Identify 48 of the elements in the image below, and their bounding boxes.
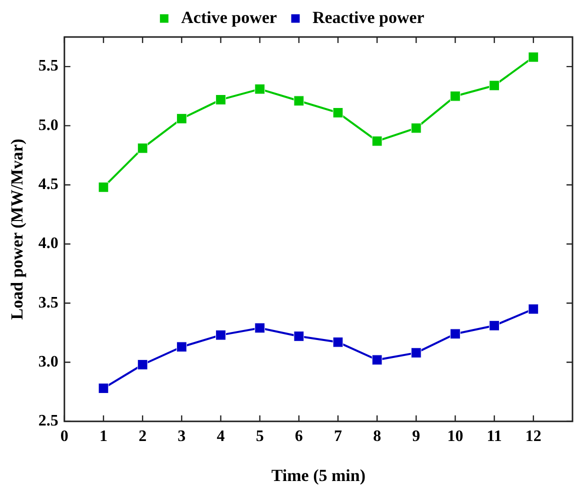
point	[528, 304, 539, 314]
y-tick-label: 4.5	[38, 176, 58, 193]
point	[372, 136, 382, 146]
x-tick-label: 1	[99, 428, 108, 446]
y-tick-label: 3.0	[38, 353, 58, 370]
point	[332, 108, 344, 118]
x-tick-label: 11	[486, 428, 502, 446]
x-tick-label: 12	[525, 428, 542, 446]
x-tick-label: 0	[60, 428, 68, 446]
x-tick-label: 6	[294, 428, 303, 446]
y-tick-label: 5.5	[38, 58, 58, 75]
point	[176, 342, 187, 352]
point	[254, 84, 266, 94]
x-tick-label: 8	[373, 428, 382, 446]
point	[528, 52, 539, 62]
point	[254, 322, 266, 334]
point	[176, 113, 187, 124]
point	[216, 330, 226, 340]
point	[450, 90, 460, 102]
point	[372, 354, 382, 366]
x-axis-title: Time (5 min)	[271, 466, 366, 486]
point	[137, 359, 148, 370]
x-tick-label: 10	[447, 428, 464, 446]
y-tick-label: 4.0	[38, 235, 58, 252]
point	[489, 320, 500, 331]
point	[489, 80, 500, 91]
y-tick-label: 2.5	[38, 412, 58, 430]
x-tick-label: 5	[256, 428, 264, 446]
point	[98, 182, 109, 192]
x-tick-label: 2	[138, 428, 147, 446]
point	[410, 122, 422, 134]
y-tick-label: 5.0	[38, 116, 58, 134]
y-axis-title: Load power (MW/Mvar)	[8, 138, 27, 320]
x-tick-label: 7	[334, 428, 342, 446]
point	[332, 336, 344, 348]
point	[294, 331, 304, 342]
point	[98, 383, 109, 394]
x-tick-label: 4	[216, 428, 225, 446]
y-tick-label: 3.5	[38, 294, 58, 312]
legend-label: Active power	[181, 8, 278, 27]
x-tick-label: 3	[178, 428, 186, 446]
point	[294, 96, 304, 106]
point	[450, 328, 460, 340]
point	[137, 142, 148, 154]
point	[410, 348, 422, 358]
point	[216, 94, 226, 105]
x-tick-label: 9	[412, 428, 420, 446]
legend-label: Reactive power	[312, 8, 425, 27]
